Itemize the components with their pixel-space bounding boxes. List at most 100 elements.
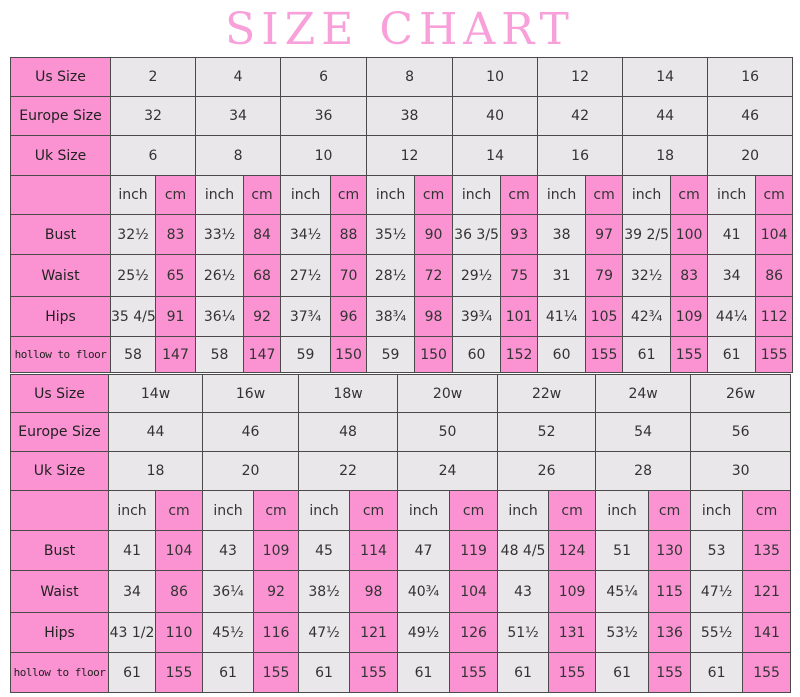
inch-value: 48 4/5 [497,530,550,571]
cm-value: 155 [755,336,794,373]
size-value: 20w [397,374,499,413]
unit-row: inch cm inch cm inch cm inch cm inch cm inch cm inch… [10,175,794,215]
size-value: 6 [280,57,368,97]
cm-value: 112 [755,296,794,337]
size-value: 12 [366,135,454,176]
cm-value: 155 [648,652,692,693]
inch-value: 34½ [280,214,332,255]
cm-value: 101 [500,296,539,337]
cm-value: 104 [755,214,794,255]
inch-value: 47½ [690,570,744,613]
inch-value: 59 [366,336,416,373]
cm-value: 155 [449,652,499,693]
inch-value: 45 [298,530,351,571]
inch-value: 41 [108,530,156,571]
cm-value: 65 [154,254,197,297]
size-value: 26w [690,374,792,413]
inch-value: 61 [622,336,672,373]
inch-value: 29½ [452,254,502,297]
size-value: 28 [595,451,692,491]
cm-value: 109 [670,296,709,337]
unit-cm: cm [742,490,792,531]
inch-value: 53½ [595,612,650,653]
inch-value: 43 1/2 [108,612,156,653]
inch-value: 26½ [195,254,245,297]
unit-cm: cm [243,175,282,215]
cm-value: 135 [742,530,792,571]
inch-value: 39 2/5 [622,214,672,255]
unit-inch: inch [690,490,744,531]
cm-value: 119 [449,530,499,571]
cm-value: 68 [243,254,282,297]
size-value: 38 [366,96,454,136]
inch-value: 61 [202,652,255,693]
size-value: 46 [202,412,300,452]
size-value: 20 [707,135,794,176]
size-value: 8 [366,57,454,97]
inch-value: 55½ [690,612,744,653]
cm-value: 98 [414,296,454,337]
inch-value: 41 [707,214,757,255]
size-value: 18 [622,135,709,176]
inch-value: 61 [108,652,156,693]
size-value: 16w [202,374,300,413]
cm-value: 100 [670,214,709,255]
inch-value: 42¾ [622,296,672,337]
cm-value: 126 [449,612,499,653]
size-value: 24w [595,374,692,413]
size-value: 52 [497,412,597,452]
row-label: Waist [10,254,111,297]
unit-cm: cm [349,490,399,531]
cm-value: 155 [670,336,709,373]
cm-value: 91 [154,296,197,337]
inch-value: 61 [690,652,744,693]
size-value: 44 [622,96,709,136]
inch-value: 32½ [110,214,156,255]
cm-value: 147 [243,336,282,373]
inch-value: 33½ [195,214,245,255]
inch-value: 51½ [497,612,550,653]
size-value: 34 [195,96,282,136]
inch-value: 40¾ [397,570,451,613]
size-value: 24 [397,451,499,491]
cm-value: 131 [548,612,597,653]
unit-inch: inch [595,490,650,531]
inch-value: 27½ [280,254,332,297]
unit-inch: inch [202,490,255,531]
inch-value: 47 [397,530,451,571]
inch-value: 28½ [366,254,416,297]
inch-value: 53 [690,530,744,571]
cm-value: 86 [154,570,204,613]
inch-value: 43 [497,570,550,613]
unit-cm: cm [670,175,709,215]
cm-value: 150 [330,336,368,373]
size-table-plus: Us Size 14w 16w 18w 20w 22w 24w 26w Europe Size 4… [10,374,792,693]
row-label: Hips [10,612,109,653]
cm-value: 88 [330,214,368,255]
cm-value: 110 [154,612,204,653]
inch-value: 60 [537,336,587,373]
measure-row: Bust 41 104 43 109 45 114 47 119 48 4/5 124 51 130 53… [10,530,792,571]
row-label: Bust [10,214,111,255]
size-row: Uk Size 6 8 10 12 14 16 18 20 [10,135,794,176]
unit-cm: cm [253,490,300,531]
cm-value: 116 [253,612,300,653]
inch-value: 39¾ [452,296,502,337]
cm-value: 72 [414,254,454,297]
size-value: 2 [109,57,197,97]
size-value: 18w [298,374,399,413]
row-label: Bust [10,530,109,571]
inch-value: 43 [202,530,255,571]
unit-inch: inch [280,175,332,215]
inch-value: 36¼ [202,570,255,613]
inch-value: 45¼ [595,570,650,613]
cm-value: 155 [585,336,624,373]
cm-value: 83 [670,254,709,297]
size-row: Us Size 14w 16w 18w 20w 22w 24w 26w [10,374,792,413]
row-label: Europe Size [10,96,111,136]
size-table-standard: Us Size 2 4 6 8 10 12 14 16 Europe Size 32 34 36 38 40… [10,57,794,373]
inch-value: 38½ [298,570,351,613]
cm-value: 75 [500,254,539,297]
measure-row: hollow to floor 61 155 61 155 61 155 61 155 61 155… [10,652,792,693]
row-label: Uk Size [10,135,111,176]
